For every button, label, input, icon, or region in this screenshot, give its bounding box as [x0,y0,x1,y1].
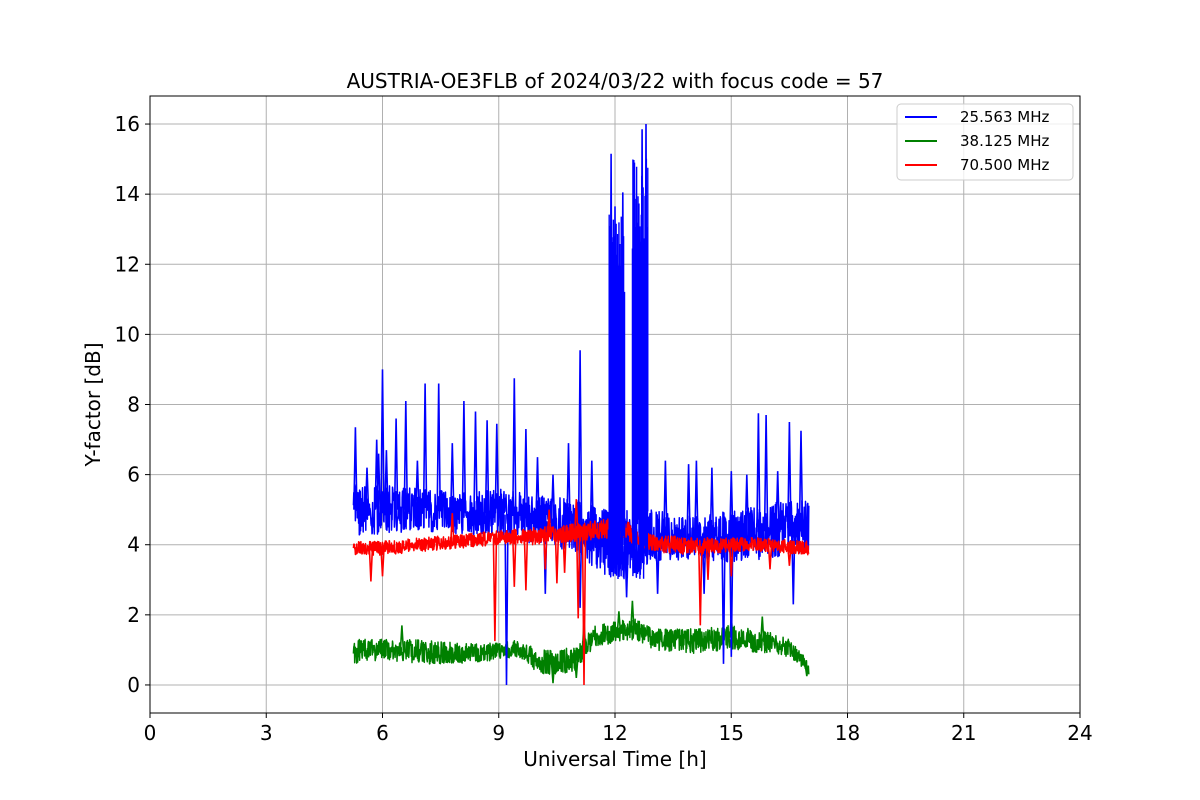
series-dip [729,535,734,657]
series-dip [804,665,810,677]
series-spike [364,467,370,510]
legend: 25.563 MHz 38.125 MHz 70.500 MHz [896,103,1074,181]
series-spike [523,428,529,519]
series-dip [380,548,385,577]
series-spike [763,414,769,532]
series-dip [767,544,773,570]
series-spike [709,467,715,537]
series-spike [566,443,571,525]
series-dip [705,545,711,580]
x-tick-label: 3 [260,721,273,745]
x-tick-label: 24 [1067,721,1092,745]
legend-entry-1: 38.125 MHz [960,132,1049,150]
y-tick-label: 4 [127,533,140,557]
series-spike [616,611,622,632]
series-spike [450,443,455,513]
series-dip [492,538,498,642]
x-tick-label: 0 [144,721,157,745]
series-spike [473,411,478,514]
x-tick-label: 18 [835,721,860,745]
series-spike [384,450,389,510]
x-tick-label: 21 [951,721,976,745]
legend-entry-2: 70.500 MHz [960,156,1049,174]
series-dip [562,533,567,573]
series-spike [729,471,734,537]
series-spike [760,616,765,642]
series-spike [494,423,500,514]
series-spike [550,474,556,523]
series-spike [450,513,455,542]
series-spike [403,400,409,510]
series-spike [353,427,358,510]
series-dip [787,546,792,566]
plot-area [352,123,810,686]
x-tick-label: 6 [376,721,389,745]
y-tick-label: 6 [127,463,140,487]
series-spike [630,600,635,630]
series-spike [380,369,385,510]
series-spike [775,471,780,530]
series-line-2 [352,517,810,556]
y-tick-label: 8 [127,393,140,417]
series-dip [368,548,374,582]
series-spike [393,418,399,510]
series-spike [577,350,583,528]
series-spike [461,400,467,514]
series-dip [701,537,707,594]
series-dip [581,531,587,686]
series-spike [686,464,691,538]
series-line-1 [352,618,810,675]
series-dip [624,544,629,598]
series-dip [543,535,548,570]
series-spike [798,430,804,527]
x-axis-label: Universal Time [h] [523,747,706,771]
legend-entry-0: 25.563 MHz [960,108,1049,126]
y-tick-label: 2 [127,603,140,627]
series-dip [550,662,556,684]
series-dip [698,546,703,626]
series-spike [787,421,792,529]
series-dip [729,544,734,577]
series-spike [422,383,428,511]
y-tick-label: 16 [115,112,140,136]
series-dip [554,534,560,584]
series-spike [535,457,540,521]
series-spike [415,460,420,510]
series-dip [575,532,581,619]
series-dip [512,536,517,587]
series-spike [744,474,750,534]
x-tick-label: 9 [492,721,505,745]
series-spike [484,420,490,514]
series-spike [574,499,579,533]
y-tick-label: 14 [115,182,140,206]
y-axis-label: Y-factor [dB] [81,342,105,467]
x-tick-label: 12 [602,721,627,745]
series-spike [663,460,668,537]
legend-box [896,103,1074,181]
series-dip [721,536,726,664]
x-tick-label: 15 [719,721,744,745]
series-spike [376,453,381,510]
series-spike [694,460,699,538]
series-spike [399,625,405,651]
series-spike [512,378,517,517]
series-spike [546,509,552,535]
y-tick-label: 10 [115,322,140,346]
series-spike [756,413,761,533]
y-tick-label: 0 [127,673,140,697]
series-dip [504,514,509,686]
series-dip [655,536,660,594]
series-dip [574,658,579,678]
series-spike [589,460,595,536]
chart-title: AUSTRIA-OE3FLB of 2024/03/22 with focus … [347,69,884,93]
series-spike [436,383,441,512]
series-dip [523,536,529,591]
y-tick-label: 12 [115,252,140,276]
